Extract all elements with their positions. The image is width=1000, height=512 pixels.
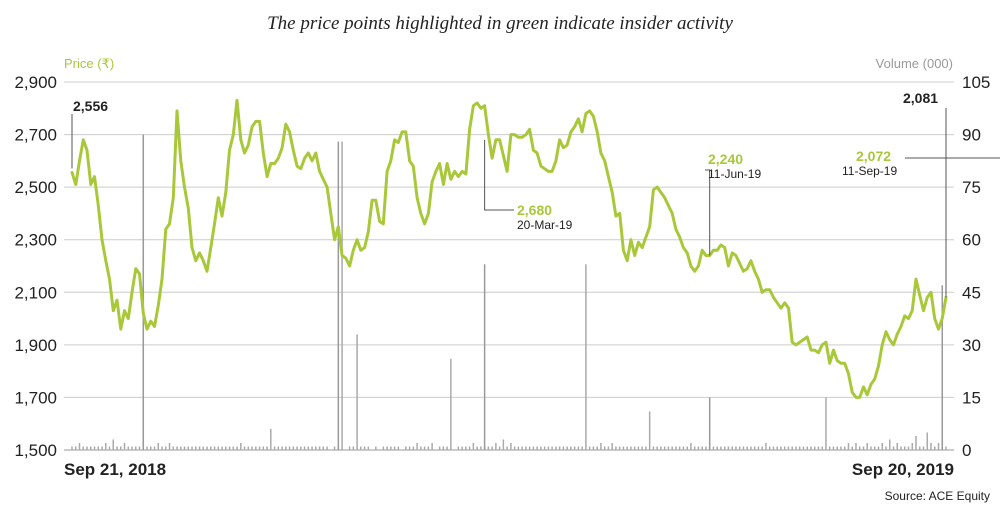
y2-tick-label: 45	[962, 283, 981, 302]
y-tick-label: 2,100	[14, 283, 57, 302]
y-tick-label: 1,900	[14, 336, 57, 355]
y2-tick-label: 75	[962, 178, 981, 197]
source-note: Source: ACE Equity	[885, 489, 990, 503]
y-tick-label: 2,900	[14, 73, 57, 92]
insider-markers	[142, 134, 943, 450]
y2-tick-label: 90	[962, 126, 981, 145]
marker-value-mar: 2,680	[517, 202, 552, 218]
y2-tick-label: 60	[962, 231, 981, 250]
marker-leader-mar	[484, 139, 514, 211]
y-tick-label: 1,700	[14, 388, 57, 407]
marker-leader-sep	[905, 157, 1000, 159]
marker-date-sep: 11-Sep-19	[842, 164, 897, 178]
marker-value-sep: 2,072	[856, 148, 891, 164]
y2-tick-label: 30	[962, 336, 981, 355]
right-axis-label: Volume (000)	[876, 56, 953, 71]
marker-leader-jun	[705, 169, 711, 256]
y-tick-label: 2,700	[14, 126, 57, 145]
left-axis-label: Price (₹)	[64, 56, 114, 71]
end-value-label: 2,081	[903, 90, 938, 106]
marker-value-jun: 2,240	[708, 151, 743, 167]
y2-tick-label: 105	[962, 73, 990, 92]
price-line	[70, 98, 948, 399]
y2-tick-label: 15	[962, 388, 981, 407]
y-tick-label: 1,500	[14, 441, 57, 460]
y-tick-label: 2,300	[14, 231, 57, 250]
y2-tick-label: 0	[962, 441, 971, 460]
y-tick-label: 2,500	[14, 178, 57, 197]
marker-date-mar: 20-Mar-19	[517, 218, 573, 232]
left-tick-labels: 1,500 1,700 1,900 2,100 2,300 2,500 2,700 2,900	[14, 73, 57, 460]
right-tick-labels: 0 15 30 45 60 75 90 105	[962, 73, 990, 460]
start-value-label: 2,556	[73, 98, 108, 114]
gridlines	[64, 81, 954, 451]
marker-date-jun: 11-Jun-19	[708, 167, 761, 181]
volume-bars	[71, 138, 947, 450]
chart-title: The price points highlighted in green in…	[267, 13, 733, 34]
x-end-label: Sep 20, 2019	[852, 460, 954, 479]
x-start-label: Sep 21, 2018	[64, 460, 166, 479]
